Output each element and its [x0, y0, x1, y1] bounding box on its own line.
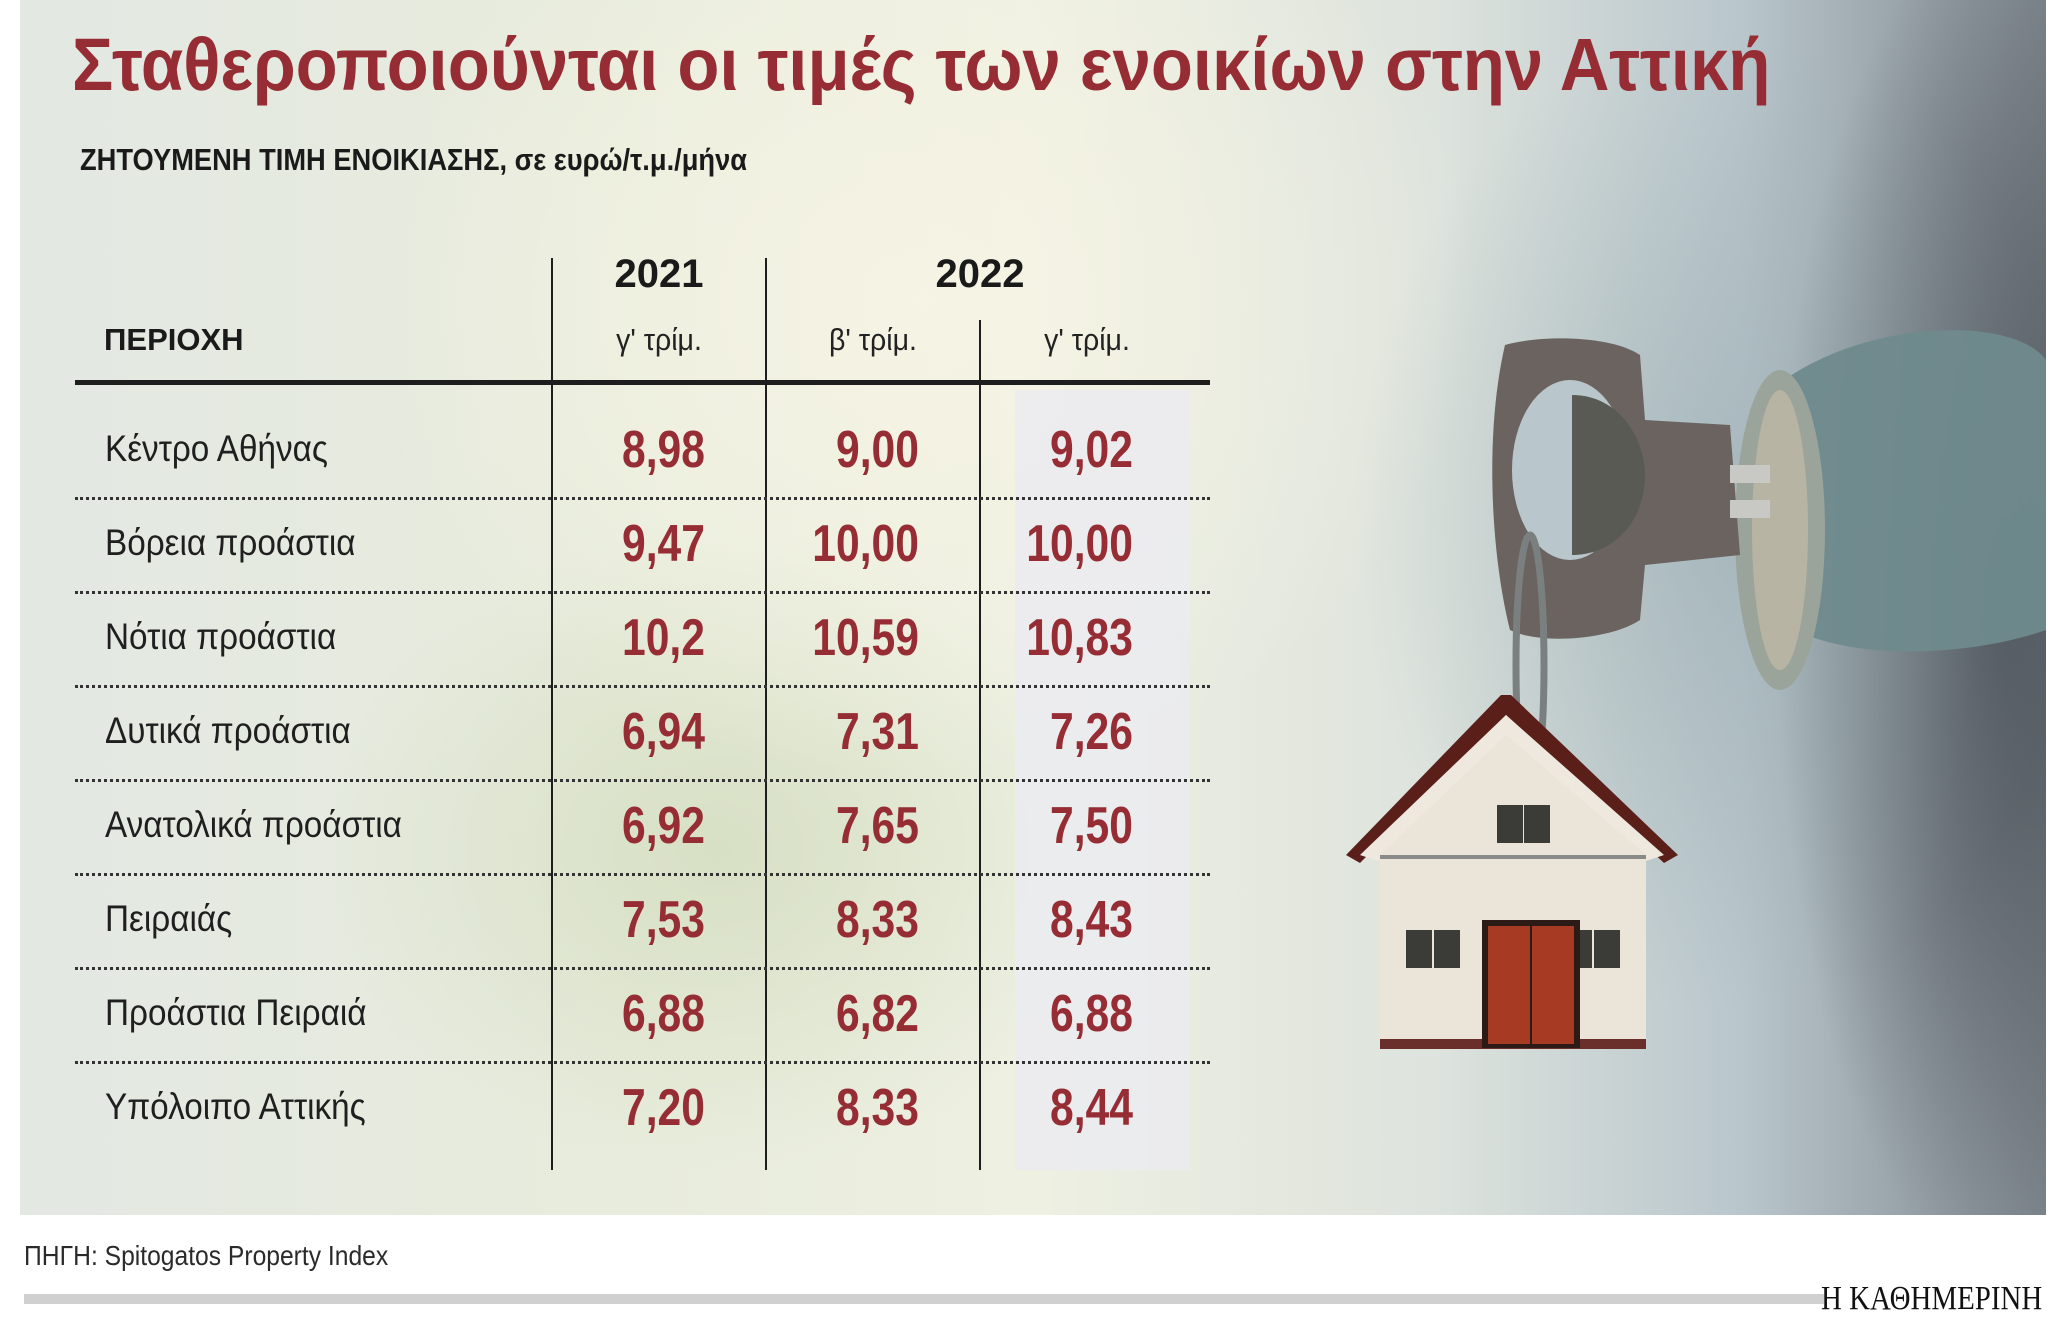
table-row: Υπόλοιπο Αττικής 7,20 8,33 8,44 — [75, 1064, 1210, 1158]
region-label: Βόρεια προάστια — [105, 522, 356, 563]
value-2021-q3: 7,20 — [622, 1079, 705, 1137]
region-label: Προάστια Πειραιά — [105, 992, 367, 1033]
column-divider — [551, 258, 553, 1170]
value-2022-q2: 7,65 — [836, 797, 919, 855]
year-header-2021: 2021 — [614, 252, 704, 296]
table-row: Πειραιάς 7,53 8,33 8,43 — [75, 876, 1210, 970]
header-rule — [75, 380, 1210, 385]
footer-bar — [24, 1294, 1824, 1304]
table-row: Προάστια Πειραιά 6,88 6,82 6,88 — [75, 970, 1210, 1064]
value-2021-q3: 6,94 — [622, 703, 705, 761]
value-2022-q3: 7,50 — [1050, 797, 1133, 855]
region-column-header: ΠΕΡΙΟΧΗ — [104, 322, 244, 357]
quarter-header: β' τρίμ. — [829, 322, 917, 357]
region-label: Νότια προάστια — [105, 616, 337, 657]
value-2021-q3: 9,47 — [622, 515, 705, 573]
lock-icon — [1735, 330, 2046, 690]
value-2022-q3: 8,43 — [1050, 891, 1133, 949]
table-row: Βόρεια προάστια 9,47 10,00 10,00 — [75, 500, 1210, 594]
value-2021-q3: 8,98 — [622, 421, 705, 479]
value-2022-q3: 9,02 — [1050, 421, 1133, 479]
key-icon — [1492, 338, 1770, 639]
infographic-panel: Σταθεροποιούνται οι τιμές των ενοικίων σ… — [20, 0, 2046, 1215]
house-icon — [1346, 695, 1678, 1049]
value-2021-q3: 6,92 — [622, 797, 705, 855]
row-divider — [75, 967, 1210, 970]
region-label: Πειραιάς — [105, 898, 233, 939]
row-divider — [75, 779, 1210, 782]
value-2022-q3: 8,44 — [1050, 1079, 1133, 1137]
row-divider — [75, 1061, 1210, 1064]
value-2022-q3: 7,26 — [1050, 703, 1133, 761]
table-row: Ανατολικά προάστια 6,92 7,65 7,50 — [75, 782, 1210, 876]
value-2022-q2: 9,00 — [836, 421, 919, 479]
table-row: Δυτικά προάστια 6,94 7,31 7,26 — [75, 688, 1210, 782]
region-label: Δυτικά προάστια — [105, 710, 351, 751]
value-2022-q2: 6,82 — [836, 985, 919, 1043]
value-2022-q3: 6,88 — [1050, 985, 1133, 1043]
table-row: Κέντρο Αθήνας 8,98 9,00 9,02 — [75, 406, 1210, 500]
quarter-header: γ' τρίμ. — [616, 322, 702, 357]
column-divider — [979, 320, 981, 1170]
value-2022-q2: 8,33 — [836, 891, 919, 949]
value-2021-q3: 10,2 — [622, 609, 705, 667]
column-divider — [765, 258, 767, 1170]
quarter-header: γ' τρίμ. — [1044, 322, 1130, 357]
value-2021-q3: 7,53 — [622, 891, 705, 949]
region-label: Κέντρο Αθήνας — [105, 428, 328, 469]
region-label: Υπόλοιπο Αττικής — [105, 1086, 366, 1127]
row-divider — [75, 591, 1210, 594]
row-divider — [75, 873, 1210, 876]
region-label: Ανατολικά προάστια — [105, 804, 402, 845]
chart-title: Σταθεροποιούνται οι τιμές των ενοικίων σ… — [72, 23, 1771, 106]
publisher-logo: Η ΚΑΘΗΜΕΡΙΝΗ — [1820, 1280, 2042, 1317]
chart-subtitle: ΖΗΤΟΥΜΕΝΗ ΤΙΜΗ ΕΝΟΙΚΙΑΣΗΣ, σε ευρώ/τ.μ./… — [80, 142, 748, 177]
value-2022-q2: 10,59 — [812, 609, 919, 667]
row-divider — [75, 497, 1210, 500]
year-header-2022: 2022 — [935, 252, 1025, 296]
value-2022-q3: 10,83 — [1026, 609, 1133, 667]
table-row: Νότια προάστια 10,2 10,59 10,83 — [75, 594, 1210, 688]
value-2022-q2: 8,33 — [836, 1079, 919, 1137]
key-house-illustration — [1346, 330, 2046, 1049]
row-divider — [75, 685, 1210, 688]
value-2022-q3: 10,00 — [1026, 515, 1133, 573]
value-2022-q2: 7,31 — [836, 703, 919, 761]
value-2022-q2: 10,00 — [812, 515, 919, 573]
value-2021-q3: 6,88 — [622, 985, 705, 1043]
source-note: ΠΗΓΗ: Spitogatos Property Index — [24, 1240, 389, 1271]
